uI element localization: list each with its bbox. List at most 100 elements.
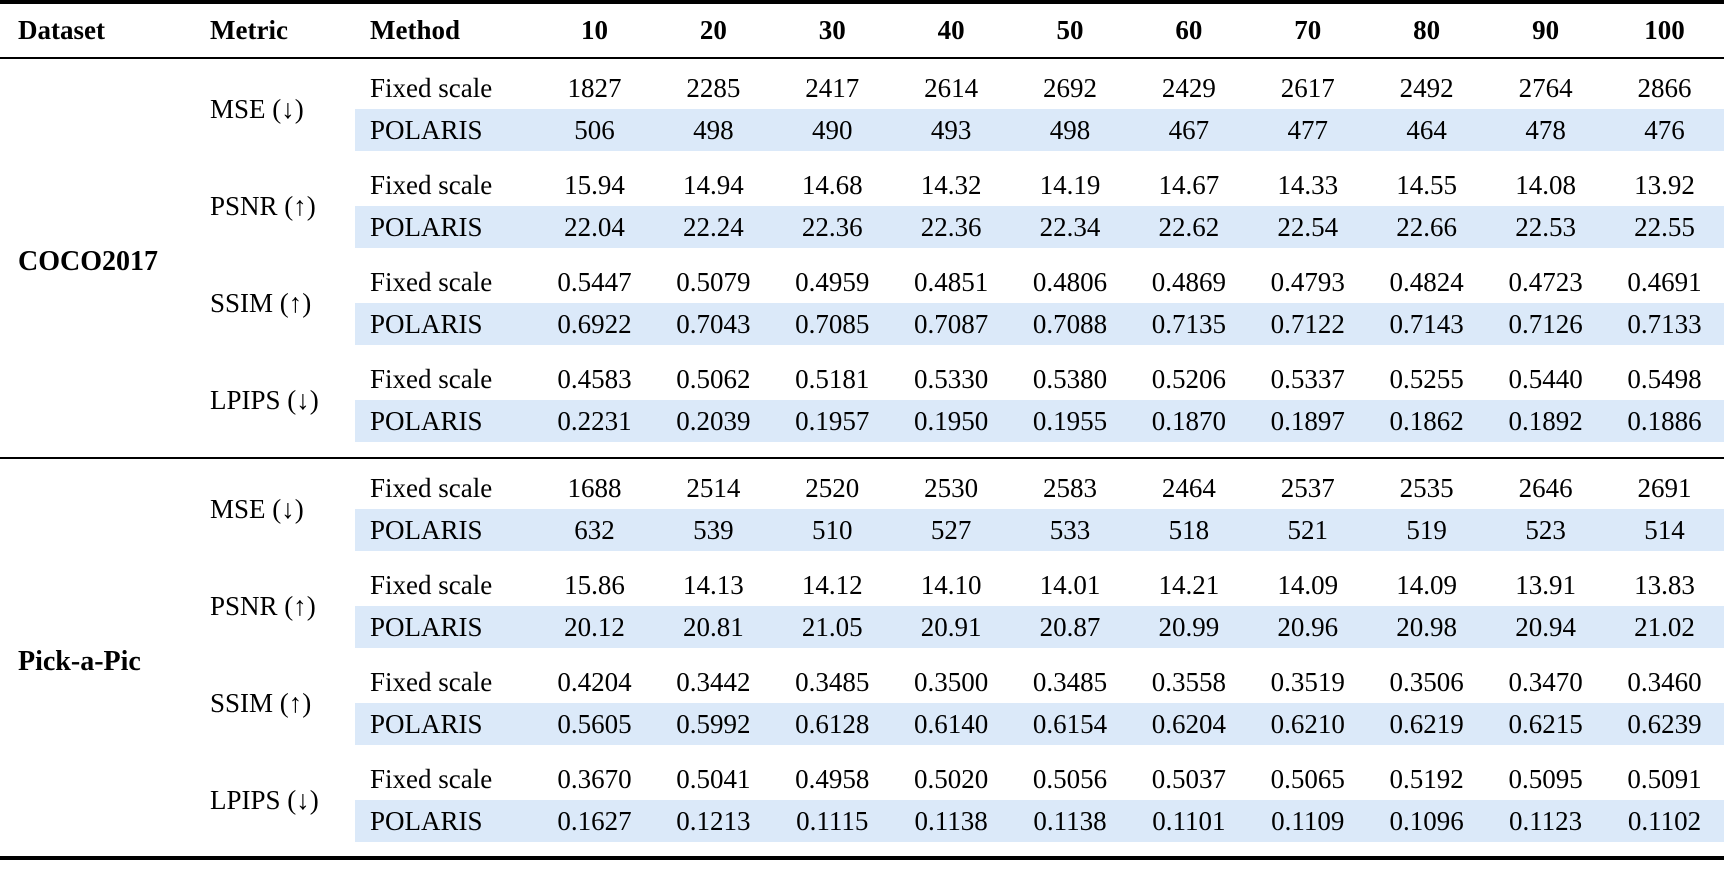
value-cell: 2429 bbox=[1161, 72, 1216, 103]
value-cell: 22.04 bbox=[535, 206, 654, 248]
value-cell: 0.1115 bbox=[772, 800, 892, 842]
value-cell: 1827 bbox=[567, 72, 622, 103]
value-cell: 0.5056 bbox=[1032, 763, 1108, 794]
value-cell: 0.5255 bbox=[1389, 363, 1464, 394]
value-cell: 2692 bbox=[1043, 72, 1097, 103]
value-cell: 0.3470 bbox=[1508, 666, 1583, 697]
value-cell: 0.5337 bbox=[1270, 363, 1345, 394]
table-row-fixed-scale: PSNR (↑) Fixed scale 15.94 14.94 14.68 14.32 1… bbox=[0, 164, 1724, 221]
method-cell: Fixed scale bbox=[370, 472, 493, 503]
value-cell: 0.7126 bbox=[1486, 303, 1606, 345]
value-cell: 0.1870 bbox=[1129, 400, 1249, 442]
value-cell: 20.12 bbox=[535, 606, 654, 648]
value-cell: 0.4793 bbox=[1270, 266, 1345, 297]
method-cell: POLARIS bbox=[355, 303, 535, 345]
value-cell: 2691 bbox=[1637, 472, 1692, 503]
col-header-100: 100 bbox=[1644, 15, 1685, 45]
value-cell: 13.91 bbox=[1515, 569, 1576, 600]
table-row-polaris: POLARIS 22.04 22.24 22.36 22.36 22.34 22.62 22.… bbox=[0, 206, 1724, 248]
value-cell: 0.7143 bbox=[1367, 303, 1487, 345]
section-top-spacer bbox=[0, 458, 1724, 467]
value-cell: 20.96 bbox=[1248, 606, 1368, 648]
method-cell: Fixed scale bbox=[370, 266, 493, 297]
value-cell: 0.4824 bbox=[1389, 266, 1464, 297]
value-cell: 0.5206 bbox=[1151, 363, 1227, 394]
value-cell: 0.7135 bbox=[1129, 303, 1249, 345]
value-cell: 0.3500 bbox=[913, 666, 989, 697]
value-cell: 0.1101 bbox=[1129, 800, 1249, 842]
value-cell: 0.5605 bbox=[535, 703, 654, 745]
spacer-cell bbox=[0, 458, 1724, 467]
value-cell: 14.01 bbox=[1039, 569, 1101, 600]
method-cell: POLARIS bbox=[355, 606, 535, 648]
table-row-polaris: POLARIS 0.5605 0.5992 0.6128 0.6140 0.6154 0.6… bbox=[0, 703, 1724, 745]
value-cell: 539 bbox=[653, 509, 773, 551]
table-header: Dataset Metric Method 10 20 30 40 50 60 … bbox=[0, 2, 1724, 58]
table-row-polaris: POLARIS 0.6922 0.7043 0.7085 0.7087 0.7088 0.7… bbox=[0, 303, 1724, 345]
value-cell: 0.5992 bbox=[653, 703, 773, 745]
col-header-dataset: Dataset bbox=[18, 15, 105, 45]
value-cell: 527 bbox=[891, 509, 1011, 551]
value-cell: 0.2039 bbox=[653, 400, 773, 442]
method-cell: POLARIS bbox=[355, 800, 535, 842]
value-cell: 0.5062 bbox=[676, 363, 751, 394]
value-cell: 14.33 bbox=[1277, 169, 1339, 200]
value-cell: 0.5498 bbox=[1627, 363, 1702, 394]
value-cell: 2492 bbox=[1399, 72, 1454, 103]
value-cell: 22.34 bbox=[1010, 206, 1130, 248]
value-cell: 0.7085 bbox=[772, 303, 892, 345]
value-cell: 0.5192 bbox=[1389, 763, 1464, 794]
value-cell: 533 bbox=[1010, 509, 1130, 551]
col-header-metric: Metric bbox=[210, 15, 288, 45]
section-coco2017: COCO2017 MSE (↓) Fixed scale 1827 2285 2417 26… bbox=[0, 58, 1724, 458]
value-cell: 521 bbox=[1248, 509, 1368, 551]
value-cell: 0.3460 bbox=[1627, 666, 1702, 697]
value-cell: 0.6154 bbox=[1010, 703, 1130, 745]
value-cell: 0.4691 bbox=[1627, 266, 1702, 297]
value-cell: 0.6219 bbox=[1367, 703, 1487, 745]
value-cell: 0.7133 bbox=[1605, 303, 1724, 345]
table-row-fixed-scale: LPIPS (↓) Fixed scale 0.3670 0.5041 0.4958 0.… bbox=[0, 758, 1724, 815]
metric-cell: PSNR (↑) bbox=[210, 190, 316, 221]
value-cell: 21.02 bbox=[1605, 606, 1724, 648]
value-cell: 2514 bbox=[686, 472, 741, 503]
value-cell: 523 bbox=[1486, 509, 1606, 551]
metric-cell: MSE (↓) bbox=[210, 493, 304, 524]
value-cell: 506 bbox=[535, 109, 654, 151]
value-cell: 22.62 bbox=[1129, 206, 1249, 248]
value-cell: 14.19 bbox=[1039, 169, 1101, 200]
value-cell: 0.1138 bbox=[1010, 800, 1130, 842]
value-cell: 519 bbox=[1367, 509, 1487, 551]
value-cell: 20.87 bbox=[1010, 606, 1130, 648]
table-row-fixed-scale: LPIPS (↓) Fixed scale 0.4583 0.5062 0.5181 0.… bbox=[0, 358, 1724, 415]
method-cell: Fixed scale bbox=[370, 72, 493, 103]
value-cell: 0.1892 bbox=[1486, 400, 1606, 442]
value-cell: 0.5380 bbox=[1032, 363, 1108, 394]
value-cell: 22.54 bbox=[1248, 206, 1368, 248]
metric-cell: LPIPS (↓) bbox=[210, 784, 319, 815]
value-cell: 0.6140 bbox=[891, 703, 1011, 745]
spacer-cell bbox=[190, 151, 1724, 164]
table-row-polaris: POLARIS 0.2231 0.2039 0.1957 0.1950 0.1955 0.1… bbox=[0, 400, 1724, 442]
value-cell: 0.4959 bbox=[795, 266, 870, 297]
value-cell: 20.91 bbox=[891, 606, 1011, 648]
value-cell: 14.12 bbox=[801, 569, 863, 600]
value-cell: 0.1213 bbox=[653, 800, 773, 842]
value-cell: 2530 bbox=[924, 472, 979, 503]
section-bottom-spacer bbox=[0, 842, 1724, 858]
value-cell: 518 bbox=[1129, 509, 1249, 551]
value-cell: 2464 bbox=[1161, 472, 1216, 503]
spacer-cell bbox=[190, 442, 1724, 458]
value-cell: 2866 bbox=[1637, 72, 1692, 103]
value-cell: 490 bbox=[772, 109, 892, 151]
value-cell: 467 bbox=[1129, 109, 1249, 151]
value-cell: 2417 bbox=[805, 72, 860, 103]
value-cell: 0.5091 bbox=[1627, 763, 1702, 794]
value-cell: 0.3485 bbox=[795, 666, 870, 697]
value-cell: 0.7043 bbox=[653, 303, 773, 345]
spacer-cell bbox=[190, 842, 1724, 858]
method-cell: Fixed scale bbox=[370, 666, 493, 697]
dataset-cell: Pick-a-Pic bbox=[18, 645, 141, 677]
value-cell: 22.66 bbox=[1367, 206, 1487, 248]
value-cell: 476 bbox=[1605, 109, 1724, 151]
